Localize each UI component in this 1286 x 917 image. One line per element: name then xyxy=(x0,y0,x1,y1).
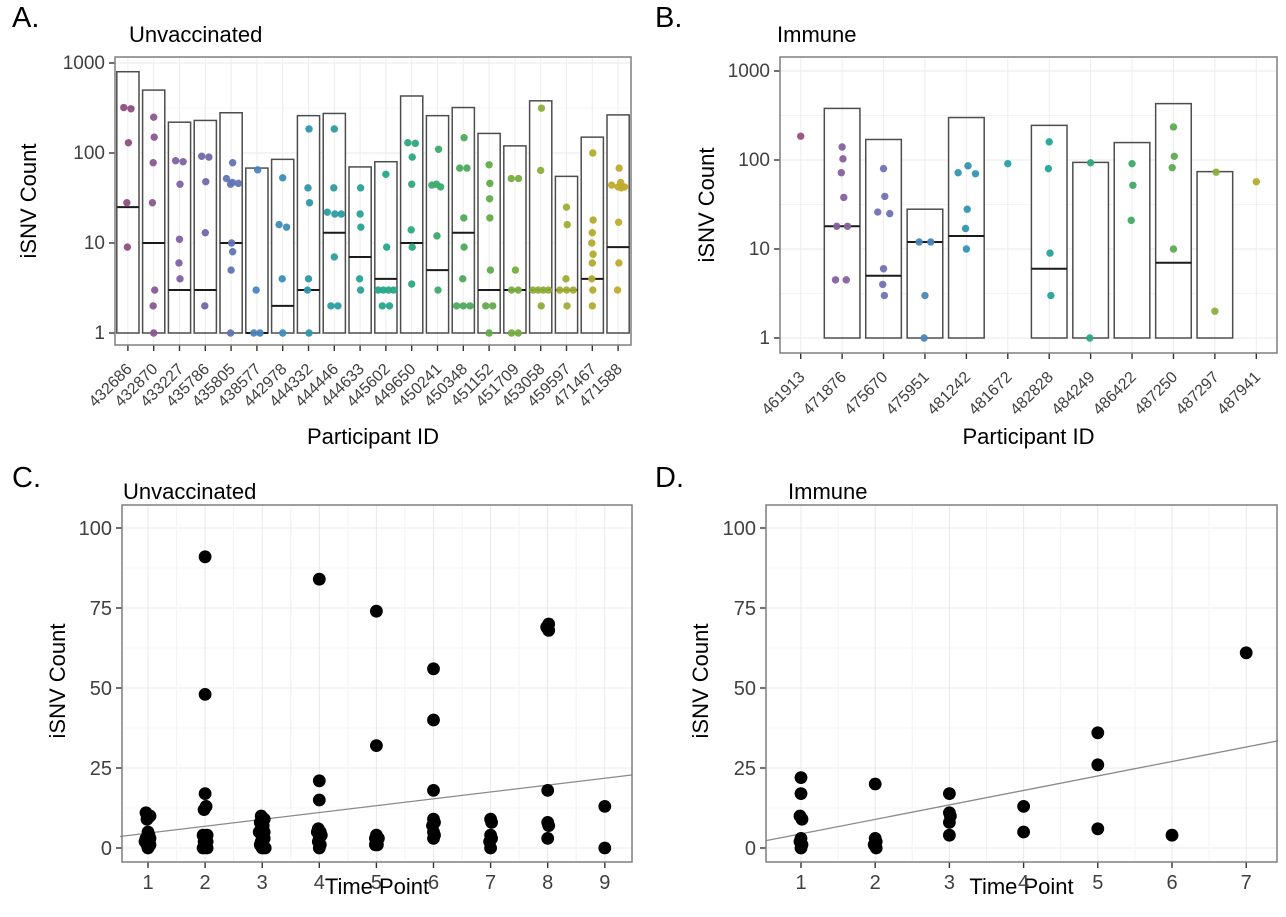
svg-text:1: 1 xyxy=(94,323,105,344)
panel-c-title: Unvaccinated xyxy=(123,479,257,504)
svg-text:50: 50 xyxy=(734,678,756,700)
svg-text:487297: 487297 xyxy=(1173,369,1223,419)
panel-c-letter: C. xyxy=(12,462,41,494)
svg-text:25: 25 xyxy=(734,758,756,780)
svg-text:7: 7 xyxy=(1241,872,1252,894)
panel-d-plot: 1 2 3 4 5 6 7 0 25 50 75 100 xyxy=(723,504,1279,894)
svg-text:1000: 1000 xyxy=(63,53,105,74)
svg-text:100: 100 xyxy=(79,518,112,540)
svg-text:100: 100 xyxy=(738,150,770,171)
svg-text:100: 100 xyxy=(73,143,105,164)
svg-text:487250: 487250 xyxy=(1132,369,1182,419)
panel-d-title: Immune xyxy=(788,479,868,504)
panel-b-title: Immune xyxy=(777,22,857,47)
svg-text:10: 10 xyxy=(84,233,105,254)
svg-text:481672: 481672 xyxy=(966,369,1016,419)
svg-text:5: 5 xyxy=(1092,872,1103,894)
svg-text:4: 4 xyxy=(1018,872,1029,894)
svg-text:486422: 486422 xyxy=(1090,369,1140,419)
svg-text:1: 1 xyxy=(759,328,770,349)
panel-a-title: Unvaccinated xyxy=(129,22,263,47)
svg-text:8: 8 xyxy=(542,872,553,894)
panel-d-letter: D. xyxy=(655,462,684,494)
svg-text:475951: 475951 xyxy=(883,369,933,419)
svg-text:2: 2 xyxy=(870,872,881,894)
svg-text:487941: 487941 xyxy=(1214,369,1264,419)
panel-a-x-axis-title: Participant ID xyxy=(306,424,440,449)
panel-c-x-axis-title: Time Point xyxy=(324,874,430,899)
panel-d-x-axis-title: Time Point xyxy=(969,874,1074,899)
panel-a-letter: A. xyxy=(12,2,40,34)
svg-text:3: 3 xyxy=(944,872,955,894)
svg-text:5: 5 xyxy=(371,872,382,894)
svg-text:10: 10 xyxy=(749,239,770,260)
svg-text:461913: 461913 xyxy=(759,369,809,419)
svg-text:7: 7 xyxy=(485,872,496,894)
panel-b-letter: B. xyxy=(655,2,683,34)
svg-text:2: 2 xyxy=(200,872,211,894)
panel-b-plot: 4619134718764756704759514812424816724828… xyxy=(728,56,1278,419)
svg-text:482828: 482828 xyxy=(1007,369,1057,419)
svg-text:0: 0 xyxy=(101,838,112,860)
svg-text:471876: 471876 xyxy=(800,369,850,419)
svg-text:75: 75 xyxy=(734,598,756,620)
svg-text:1: 1 xyxy=(795,872,806,894)
svg-text:6: 6 xyxy=(1166,872,1177,894)
svg-text:100: 100 xyxy=(723,518,756,540)
svg-text:25: 25 xyxy=(90,758,112,780)
svg-text:1000: 1000 xyxy=(728,61,770,82)
svg-text:75: 75 xyxy=(90,598,112,620)
svg-text:0: 0 xyxy=(745,838,756,860)
panel-b-x-axis-title: Participant ID xyxy=(962,424,1095,449)
svg-text:475670: 475670 xyxy=(842,369,892,419)
panel-a-plot: 4326864328704332274357864358054385774429… xyxy=(63,53,632,411)
svg-text:481242: 481242 xyxy=(924,369,974,419)
panel-c-plot: 1 2 3 4 5 6 7 8 9 0 25 50 75 100 xyxy=(79,504,633,894)
svg-text:4: 4 xyxy=(314,872,325,894)
svg-text:6: 6 xyxy=(428,872,439,894)
svg-text:50: 50 xyxy=(90,678,112,700)
svg-text:9: 9 xyxy=(599,872,610,894)
svg-text:1: 1 xyxy=(142,872,153,894)
svg-text:3: 3 xyxy=(257,872,268,894)
svg-text:484249: 484249 xyxy=(1049,369,1099,419)
